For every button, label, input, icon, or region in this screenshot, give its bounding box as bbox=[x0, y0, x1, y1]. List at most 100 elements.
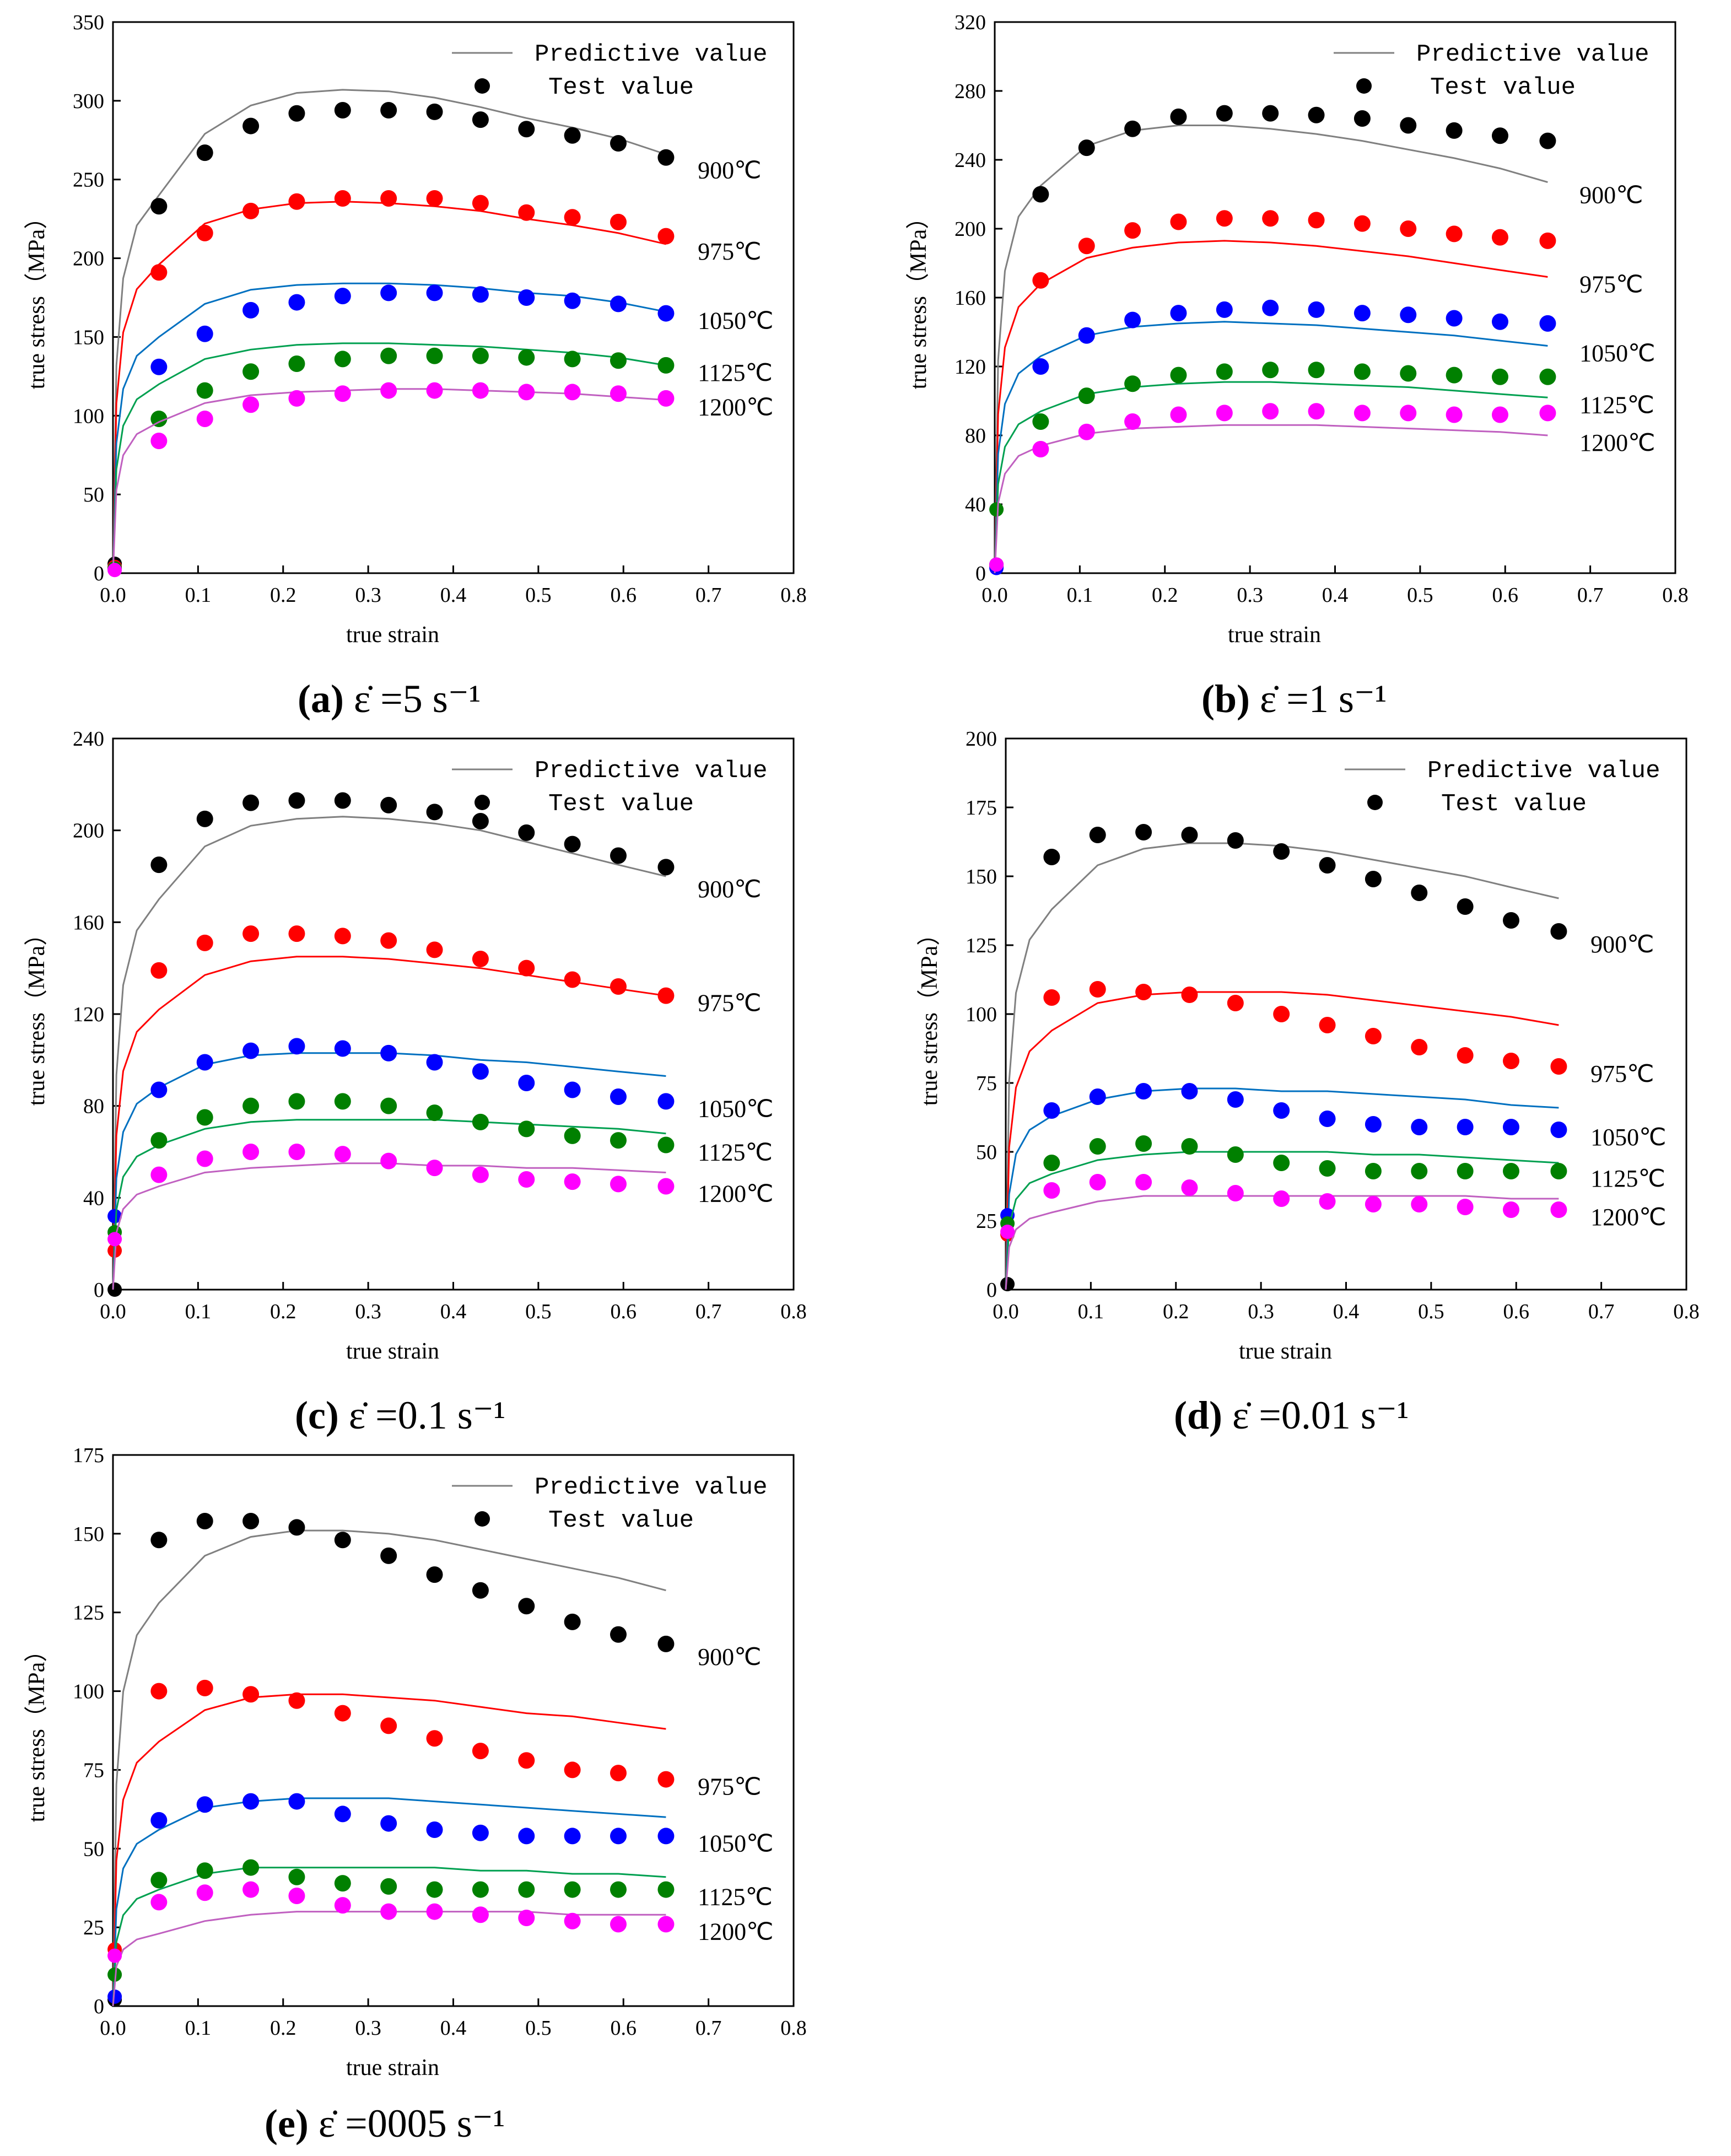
test-point bbox=[1170, 366, 1187, 384]
series-900℃: 900℃ bbox=[107, 1513, 762, 2007]
test-point bbox=[610, 385, 627, 402]
series-900℃: 900℃ bbox=[107, 792, 762, 1297]
series-label: 1200℃ bbox=[698, 394, 773, 421]
y-tick-label: 300 bbox=[73, 90, 104, 113]
test-point bbox=[1262, 403, 1279, 420]
predictive-curve bbox=[112, 388, 666, 574]
test-point bbox=[288, 1093, 305, 1110]
x-tick-label: 0.1 bbox=[185, 584, 212, 607]
predictive-curve bbox=[112, 342, 666, 574]
x-axis-title: true strain bbox=[1239, 1339, 1332, 1364]
y-tick-label: 125 bbox=[73, 1602, 104, 1625]
test-point bbox=[989, 502, 1004, 517]
chart-svg: 0.0 0.1 0.2 0.3 0.4 0.5 0.6 0.7 0.8 0 40 80 120 160 20… bbox=[24, 727, 807, 1364]
test-point bbox=[426, 284, 443, 301]
test-point bbox=[1032, 272, 1049, 289]
test-point bbox=[1181, 827, 1198, 843]
test-point bbox=[1000, 1277, 1015, 1291]
test-point bbox=[1308, 106, 1325, 123]
x-axis-title: true strain bbox=[346, 1339, 439, 1364]
legend-point-label: Test value bbox=[1441, 790, 1587, 818]
series-label: 900℃ bbox=[698, 1643, 761, 1670]
test-point bbox=[1089, 827, 1106, 843]
x-tick-label: 0.8 bbox=[1673, 1300, 1700, 1323]
predictive-curve bbox=[994, 240, 1548, 574]
test-point bbox=[472, 347, 489, 364]
test-point bbox=[380, 1044, 397, 1061]
test-point bbox=[1400, 306, 1417, 324]
legend-point-label: Test value bbox=[1430, 74, 1576, 101]
test-point bbox=[610, 352, 627, 369]
test-point bbox=[472, 1743, 489, 1760]
test-point bbox=[288, 1793, 305, 1810]
test-point bbox=[610, 978, 627, 995]
test-point bbox=[196, 810, 213, 827]
test-point bbox=[150, 1532, 168, 1549]
test-point bbox=[1216, 210, 1233, 227]
test-point bbox=[1502, 1201, 1519, 1218]
test-point bbox=[1043, 989, 1060, 1006]
test-point bbox=[657, 228, 675, 245]
test-point bbox=[1457, 898, 1474, 915]
x-tick-label: 0.6 bbox=[611, 1300, 637, 1323]
y-axis-title: true stress（MPa） bbox=[906, 206, 931, 389]
test-point bbox=[242, 363, 260, 380]
test-point bbox=[1032, 186, 1049, 203]
chart-svg: 0.0 0.1 0.2 0.3 0.4 0.5 0.6 0.7 0.8 0 40 80 120 160 20… bbox=[906, 11, 1689, 648]
test-point bbox=[1273, 1102, 1290, 1119]
test-point bbox=[1078, 387, 1095, 405]
test-point bbox=[196, 382, 213, 399]
test-point bbox=[196, 1796, 213, 1813]
test-point bbox=[472, 111, 489, 128]
test-point bbox=[564, 1881, 581, 1898]
x-tick-label: 0.5 bbox=[1407, 584, 1433, 607]
test-point bbox=[107, 1967, 122, 1982]
x-tick-label: 0.2 bbox=[270, 1300, 296, 1323]
test-point bbox=[610, 1176, 627, 1193]
test-point bbox=[1262, 362, 1279, 379]
test-point bbox=[107, 1209, 122, 1223]
test-point bbox=[472, 1824, 489, 1841]
caption-rate: ε̇ =0.1 s⁻¹ bbox=[348, 1393, 506, 1437]
test-point bbox=[150, 433, 168, 449]
test-point bbox=[1227, 1146, 1244, 1163]
test-point bbox=[1446, 366, 1463, 384]
test-point bbox=[1043, 1155, 1060, 1171]
predictive-curve bbox=[112, 1052, 666, 1290]
x-tick-label: 0.2 bbox=[1152, 584, 1178, 607]
test-point bbox=[107, 1282, 122, 1297]
test-point bbox=[1502, 912, 1519, 929]
caption-rate: ε̇ =1 s⁻¹ bbox=[1260, 677, 1387, 721]
test-point bbox=[242, 1686, 260, 1703]
test-point bbox=[150, 1683, 168, 1700]
test-point bbox=[1502, 1163, 1519, 1179]
test-point bbox=[242, 1144, 260, 1160]
x-tick-label: 0.8 bbox=[780, 584, 807, 607]
test-point bbox=[1135, 1083, 1152, 1099]
y-tick-label: 25 bbox=[976, 1210, 997, 1233]
test-point bbox=[1365, 871, 1382, 887]
x-tick-label: 0.3 bbox=[355, 2017, 381, 2040]
test-point bbox=[334, 1146, 351, 1163]
x-tick-label: 0.5 bbox=[1418, 1300, 1444, 1323]
y-tick-label: 75 bbox=[976, 1072, 997, 1095]
test-point bbox=[1078, 423, 1095, 440]
y-tick-label: 240 bbox=[73, 727, 104, 751]
test-point bbox=[1181, 1179, 1198, 1196]
series-1050℃: 1050℃ bbox=[1000, 1083, 1667, 1290]
series-label: 900℃ bbox=[698, 876, 761, 903]
test-point bbox=[564, 971, 581, 988]
x-tick-label: 0.7 bbox=[695, 584, 722, 607]
test-point bbox=[150, 264, 168, 281]
test-point bbox=[288, 1144, 305, 1160]
predictive-curve bbox=[112, 1119, 666, 1290]
y-tick-label: 50 bbox=[83, 483, 104, 506]
test-point bbox=[472, 1113, 489, 1130]
test-point bbox=[380, 190, 397, 207]
test-point bbox=[107, 563, 122, 578]
test-point bbox=[1400, 117, 1417, 134]
series-900℃: 900℃ bbox=[1000, 824, 1654, 1291]
test-point bbox=[518, 1910, 535, 1926]
series-1125℃: 1125℃ bbox=[107, 342, 773, 576]
test-point bbox=[564, 384, 581, 401]
